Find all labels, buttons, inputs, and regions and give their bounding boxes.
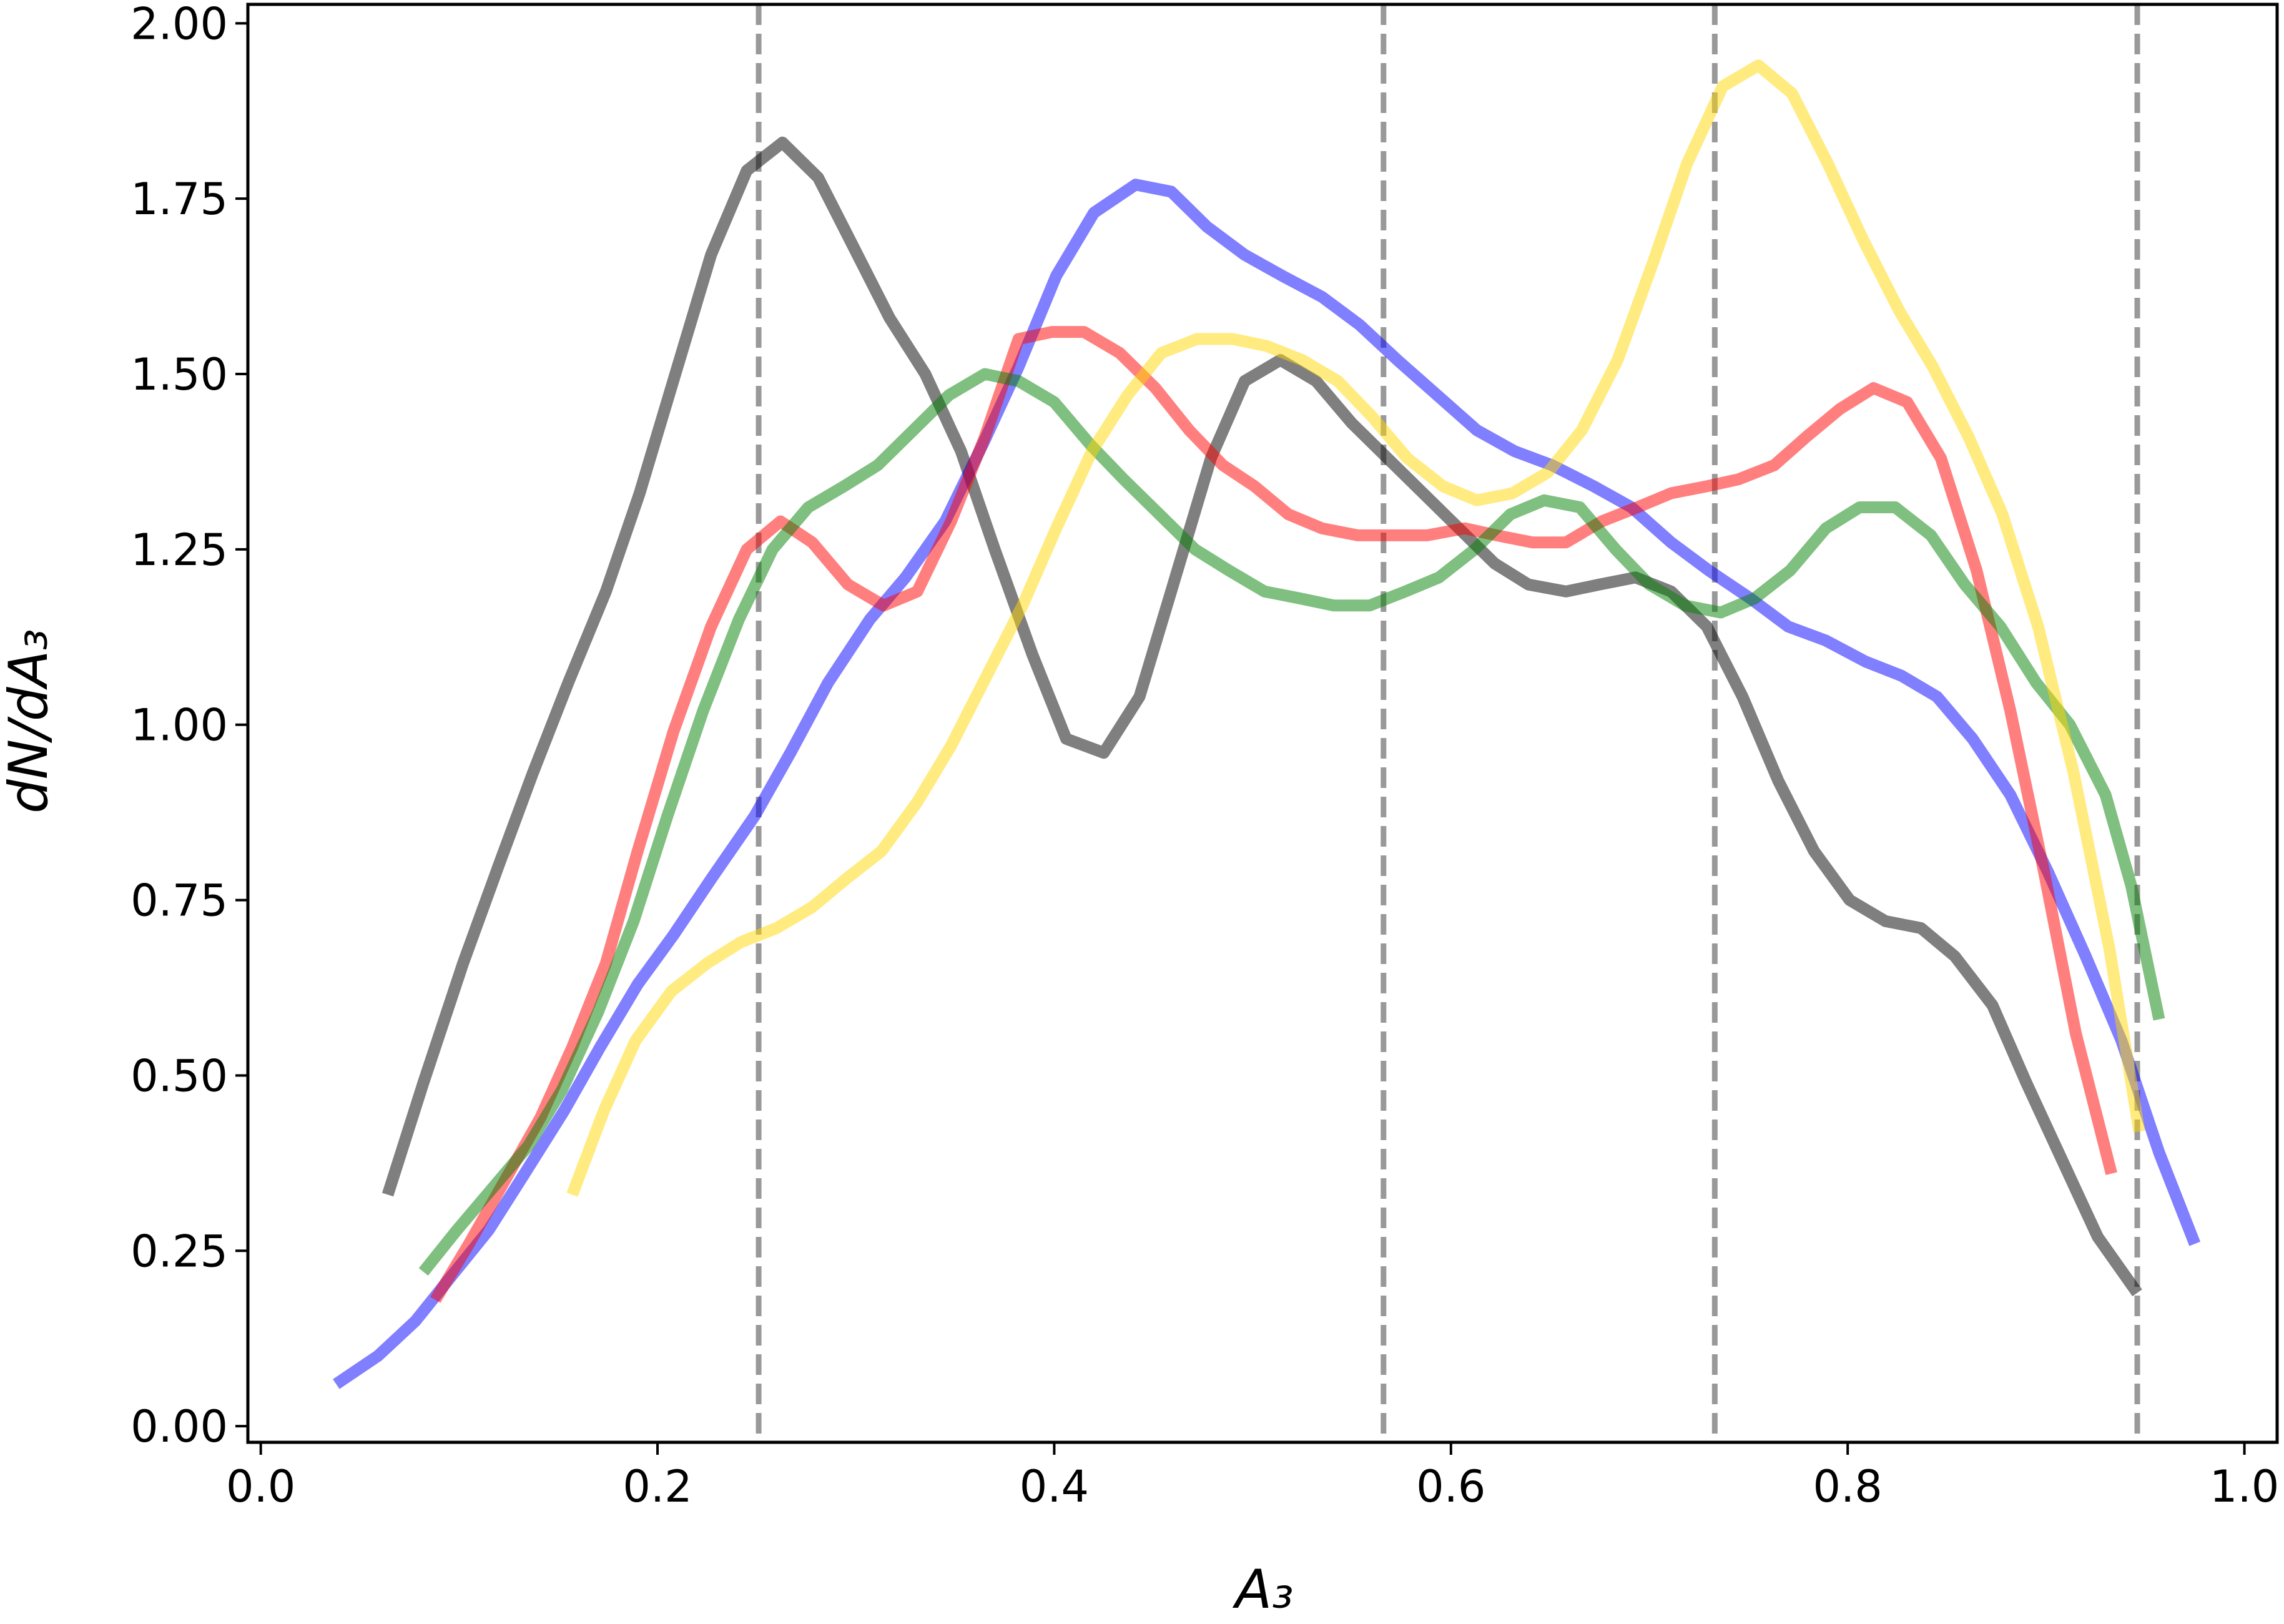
x-tick-label: 0.4 [1020,1461,1089,1512]
x-tick-label: 0.8 [1813,1461,1883,1512]
y-tick-label: 2.00 [130,0,228,49]
y-tick-label: 1.00 [130,700,228,751]
x-tick-label: 0.6 [1416,1461,1485,1512]
y-tick-label: 0.50 [130,1050,228,1101]
y-tick-label: 1.25 [130,524,228,576]
series-line [566,59,2145,1197]
y-tick-label: 0.75 [130,875,228,927]
x-tick-label: 1.0 [2210,1461,2279,1512]
y-tick-label: 1.50 [130,349,228,400]
x-axis-label: A₃ [1232,1558,1293,1621]
y-tick-label: 0.25 [130,1226,228,1277]
x-tick-label: 0.0 [226,1461,295,1512]
series-line [418,368,2165,1276]
series-line [430,326,2117,1303]
y-tick-label: 1.75 [130,174,228,225]
x-tick-label: 0.2 [623,1461,692,1512]
y-tick-label: 0.00 [130,1401,228,1452]
plot-frame [246,2,2279,1444]
series-line [333,179,2201,1389]
y-axis-label: dN/dA₃ [0,629,60,814]
series-line [381,136,2142,1297]
